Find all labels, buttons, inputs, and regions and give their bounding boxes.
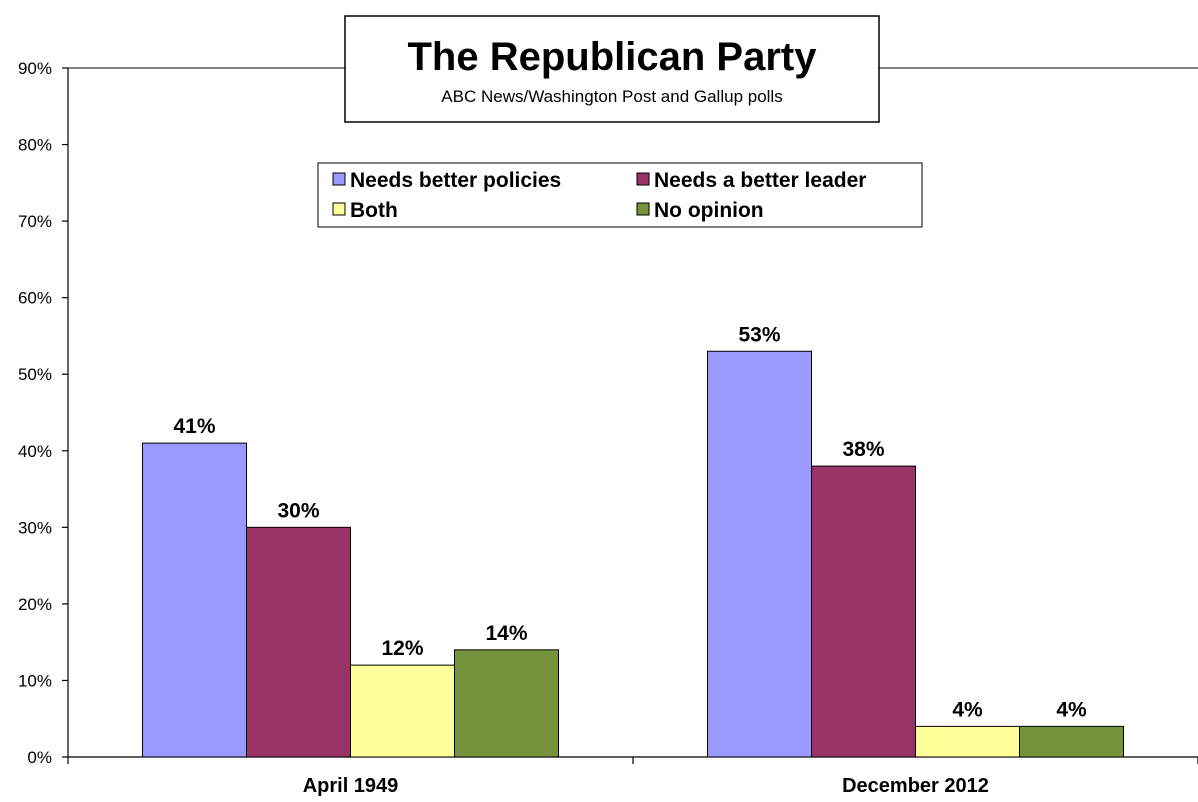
legend-frame [317,162,923,228]
legend: Needs better policies Needs a better lea… [317,162,923,228]
y-tick-label: 40% [18,442,52,461]
y-tick-label: 20% [18,595,52,614]
bar [142,442,247,758]
bar [915,725,1020,758]
bar [350,664,455,758]
data-label: 41% [173,415,215,438]
y-tick-label: 70% [18,212,52,231]
y-tick-label: 0% [27,748,52,767]
bar [811,465,916,758]
y-tick-label: 30% [18,518,52,537]
data-label: 38% [842,438,884,461]
legend-swatch-needs-a-better-leader [636,172,650,186]
legend-swatch-both [332,202,346,216]
data-label: 12% [381,637,423,660]
y-tick-label: 80% [18,136,52,155]
y-tick-label: 10% [18,671,52,690]
axes: 0% 10% 20% 30% 40% 50% 60% 70% 80% 90% April 1949 D… [18,59,1198,797]
y-tick-label: 60% [18,289,52,308]
title-box-frame [344,15,880,123]
legend-swatch-needs-better-policies [332,172,346,186]
data-label: 4% [952,698,983,721]
bar [1019,725,1124,758]
data-label: 53% [738,323,780,346]
data-labels: 41% 30% 12% 14% 53% 38% 4% 4% [173,323,1087,721]
legend-label-no-opinion: No opinion [654,199,764,222]
bar [246,526,351,758]
legend-swatch-no-opinion [636,202,650,216]
title-box: The Republican Party ABC News/Washington… [344,15,880,123]
legend-label-needs-a-better-leader: Needs a better leader [654,169,866,192]
data-label: 4% [1056,698,1087,721]
legend-label-needs-better-policies: Needs better policies [350,169,561,192]
data-label: 14% [485,622,527,645]
y-tick-label: 50% [18,365,52,384]
legend-label-both: Both [350,199,398,222]
x-tick-label: December 2012 [842,775,989,797]
x-tick-label: April 1949 [303,775,399,797]
bar [454,649,559,758]
data-label: 30% [277,499,319,522]
y-tick-label: 90% [18,59,52,78]
chart-title: The Republican Party [408,35,818,79]
bars [142,350,1124,758]
chart-subtitle: ABC News/Washington Post and Gallup poll… [441,87,782,106]
bar [707,350,812,758]
